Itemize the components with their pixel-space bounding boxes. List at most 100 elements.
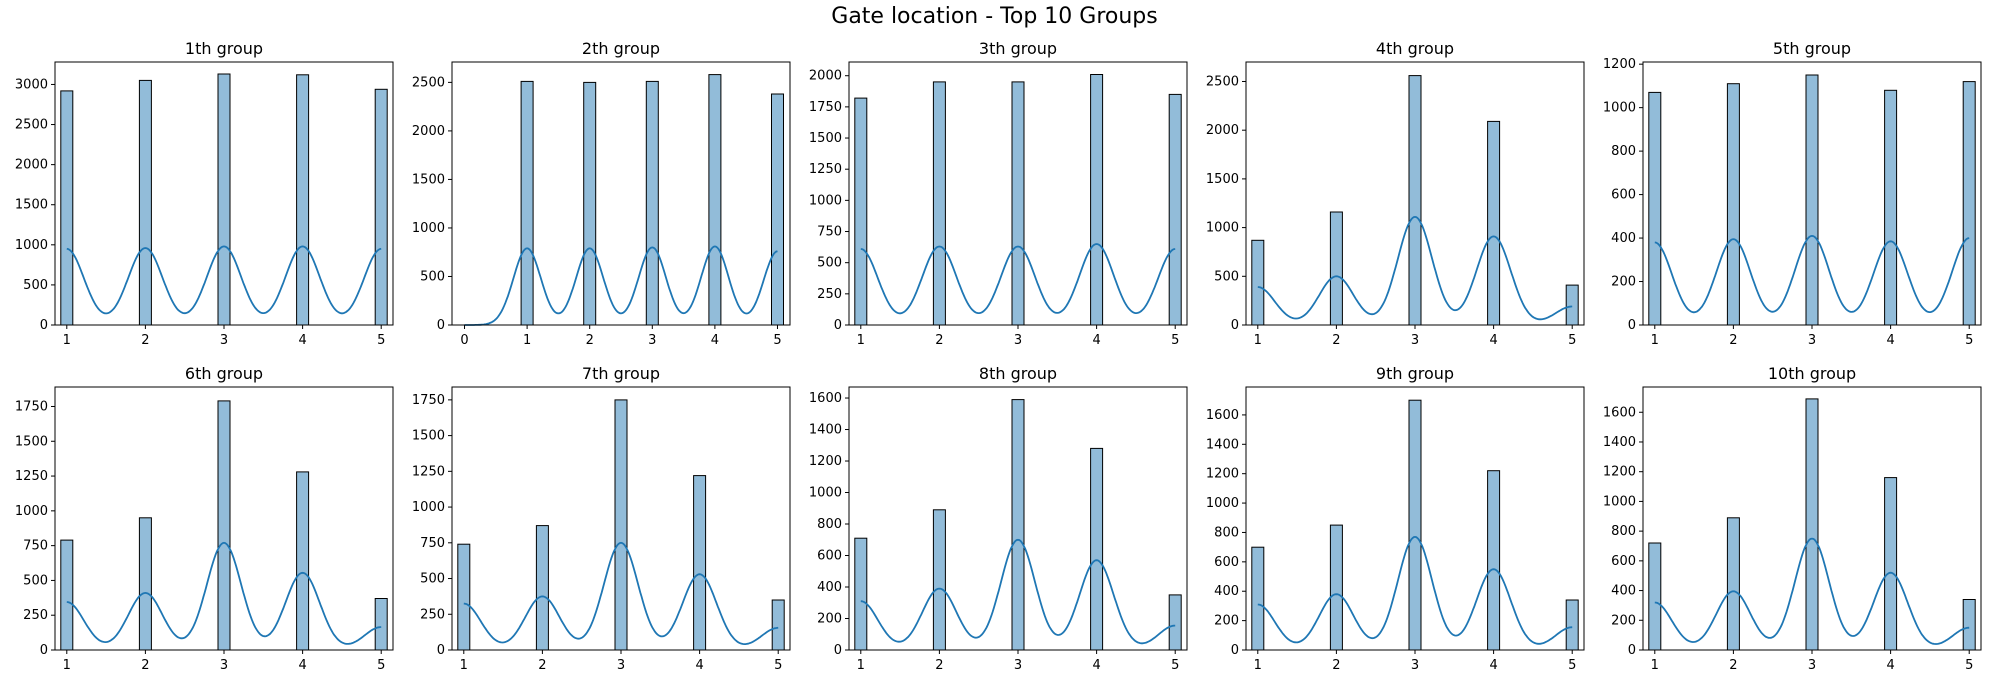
y-tick-label: 1400 [809, 423, 842, 438]
x-tick-label: 5 [1568, 333, 1576, 348]
y-tick-label: 400 [1214, 584, 1239, 599]
y-tick-label: 1600 [809, 391, 842, 406]
y-tick-label: 1000 [412, 221, 445, 236]
histogram-bar [1726, 83, 1740, 326]
x-tick-label: 5 [773, 333, 781, 348]
y-tick-label: 600 [817, 549, 842, 564]
histogram-bar [1962, 599, 1976, 651]
y-tick-label: 1500 [809, 131, 842, 146]
y-tick-label: 800 [817, 517, 842, 532]
kde-line [1257, 535, 1573, 645]
histogram-bar [614, 399, 628, 651]
x-tick-label: 2 [141, 333, 149, 348]
y-tick-label: 1000 [1206, 496, 1239, 511]
axes-frame [451, 61, 791, 326]
kde-line [66, 245, 382, 315]
x-tick-label: 0 [460, 333, 468, 348]
y-tick-label: 0 [437, 643, 445, 658]
x-tick-label: 1 [1651, 333, 1659, 348]
y-tick-label: 200 [1611, 613, 1636, 628]
x-tick-label: 5 [377, 658, 385, 673]
x-tick-label: 3 [648, 333, 656, 348]
histogram-bar [854, 537, 868, 651]
histogram-bar [1168, 594, 1182, 651]
y-tick-label: 600 [1611, 188, 1636, 203]
x-tick-label: 4 [1092, 658, 1100, 673]
histogram-bar [1648, 542, 1662, 651]
x-tick-label: 2 [935, 333, 943, 348]
histogram-bar [374, 88, 388, 326]
y-tick-label: 0 [834, 643, 842, 658]
histogram-bar [854, 97, 868, 326]
subplot-title: 6th group [185, 364, 263, 383]
histogram-bar [1487, 120, 1501, 326]
x-tick-label: 4 [298, 658, 306, 673]
y-tick-label: 1500 [1206, 172, 1239, 187]
x-tick-label: 5 [774, 658, 782, 673]
subplot-8: 0 200 400 600 800 1000 1200 1400 1600 1 2 3 4 5 8th gr… [809, 364, 1188, 673]
y-tick-label: 2000 [15, 158, 48, 173]
y-tick-label: 2500 [1206, 74, 1239, 89]
subplot-title: 8th group [979, 364, 1057, 383]
y-tick-label: 400 [1611, 231, 1636, 246]
y-tick-label: 1750 [809, 100, 842, 115]
histogram-bar [1565, 284, 1579, 326]
subplot-title: 1th group [185, 39, 263, 58]
y-tick-label: 1400 [1603, 435, 1636, 450]
y-tick-label: 2000 [412, 124, 445, 139]
x-tick-label: 3 [1014, 658, 1022, 673]
y-tick-label: 500 [817, 256, 842, 271]
y-tick-label: 400 [1611, 584, 1636, 599]
histogram-bar [296, 74, 310, 326]
subplot-3: 0 250 500 750 1000 1250 1500 1750 2000 1 2 3 4 5 3th g… [809, 39, 1188, 348]
histogram-bar [1408, 75, 1422, 326]
histogram-bar [138, 79, 152, 326]
x-tick-label: 4 [1489, 658, 1497, 673]
y-tick-label: 1200 [1603, 57, 1636, 72]
histogram-bar [457, 543, 471, 651]
x-tick-label: 2 [586, 333, 594, 348]
histogram-bar [60, 539, 74, 651]
kde-line [860, 243, 1176, 315]
y-tick-label: 500 [23, 573, 48, 588]
y-tick-label: 1250 [809, 162, 842, 177]
y-tick-label: 1500 [412, 172, 445, 187]
y-tick-label: 1000 [809, 193, 842, 208]
y-tick-label: 600 [1214, 555, 1239, 570]
y-tick-label: 1200 [809, 454, 842, 469]
x-tick-label: 4 [1092, 333, 1100, 348]
y-tick-label: 1200 [1206, 467, 1239, 482]
y-tick-label: 200 [1611, 275, 1636, 290]
subplot-6: 0 250 500 750 1000 1250 1500 1750 1 2 3 4 5 6th group [15, 364, 394, 673]
kde-line [1654, 234, 1970, 314]
subplot-5: 0 200 400 600 800 1000 1200 1 2 3 4 5 5th group [1603, 39, 1982, 348]
kde-line [1654, 537, 1970, 645]
histogram-bar [138, 517, 152, 651]
y-tick-label: 1000 [412, 500, 445, 515]
subplot-title: 4th group [1376, 39, 1454, 58]
x-tick-label: 5 [1171, 333, 1179, 348]
histogram-bar [1805, 398, 1819, 651]
y-tick-label: 1000 [1206, 221, 1239, 236]
y-tick-label: 2000 [1206, 123, 1239, 138]
x-tick-label: 5 [1965, 658, 1973, 673]
x-tick-label: 3 [1411, 658, 1419, 673]
x-tick-label: 1 [1254, 333, 1262, 348]
histogram-bar [1329, 211, 1343, 326]
subplot-2: 0 500 1000 1500 2000 2500 0 1 2 3 4 5 2th group [412, 39, 791, 348]
histogram-bar [1168, 93, 1182, 326]
x-tick-label: 2 [935, 658, 943, 673]
y-tick-label: 0 [1231, 318, 1239, 333]
kde-line [463, 541, 779, 645]
y-tick-label: 750 [23, 539, 48, 554]
y-tick-label: 500 [420, 572, 445, 587]
y-tick-label: 800 [1611, 524, 1636, 539]
y-tick-label: 0 [1628, 643, 1636, 658]
y-tick-label: 400 [817, 580, 842, 595]
histogram-bar [693, 475, 707, 651]
histogram-bar [217, 400, 231, 651]
histogram-bar [1805, 74, 1819, 326]
y-tick-label: 200 [817, 612, 842, 627]
x-tick-label: 3 [1808, 658, 1816, 673]
